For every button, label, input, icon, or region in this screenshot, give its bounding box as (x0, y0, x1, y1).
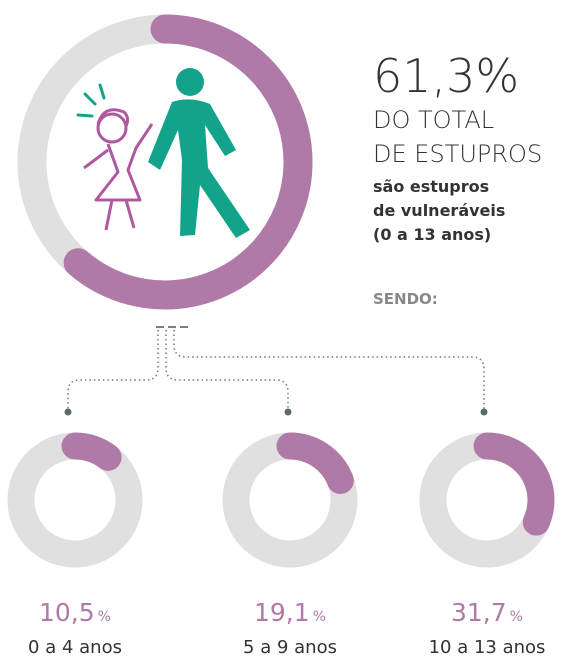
donut-arc (222, 432, 358, 568)
description: são estupros (373, 177, 489, 196)
value-number: 19,1 (254, 598, 310, 627)
value-unit: % (313, 609, 326, 625)
category-label: 5 a 9 anos (243, 637, 337, 658)
connectors (64, 326, 488, 416)
main-line: DO TOTAL (373, 106, 494, 134)
main-value: 61,3% (373, 49, 519, 103)
value-label: 31,7% (451, 598, 523, 627)
breakdown-title: SENDO: (373, 290, 438, 308)
value-unit: % (98, 609, 111, 625)
category-label: 10 a 13 anos (429, 637, 546, 658)
value-number: 31,7 (451, 598, 507, 627)
description: de vulneráveis (373, 201, 505, 220)
value-number: 10,5 (39, 598, 95, 627)
category-label: 0 a 4 anos (28, 637, 122, 658)
value-label: 10,5% (39, 598, 111, 627)
donut-arc (7, 432, 143, 568)
value-unit: % (510, 609, 523, 625)
donut-arc (419, 432, 555, 568)
description: (0 a 13 anos) (373, 225, 491, 244)
donut-arc (17, 14, 313, 310)
main-line: DE ESTUPROS (373, 140, 542, 168)
icon (76, 68, 250, 238)
value-label: 19,1% (254, 598, 326, 627)
